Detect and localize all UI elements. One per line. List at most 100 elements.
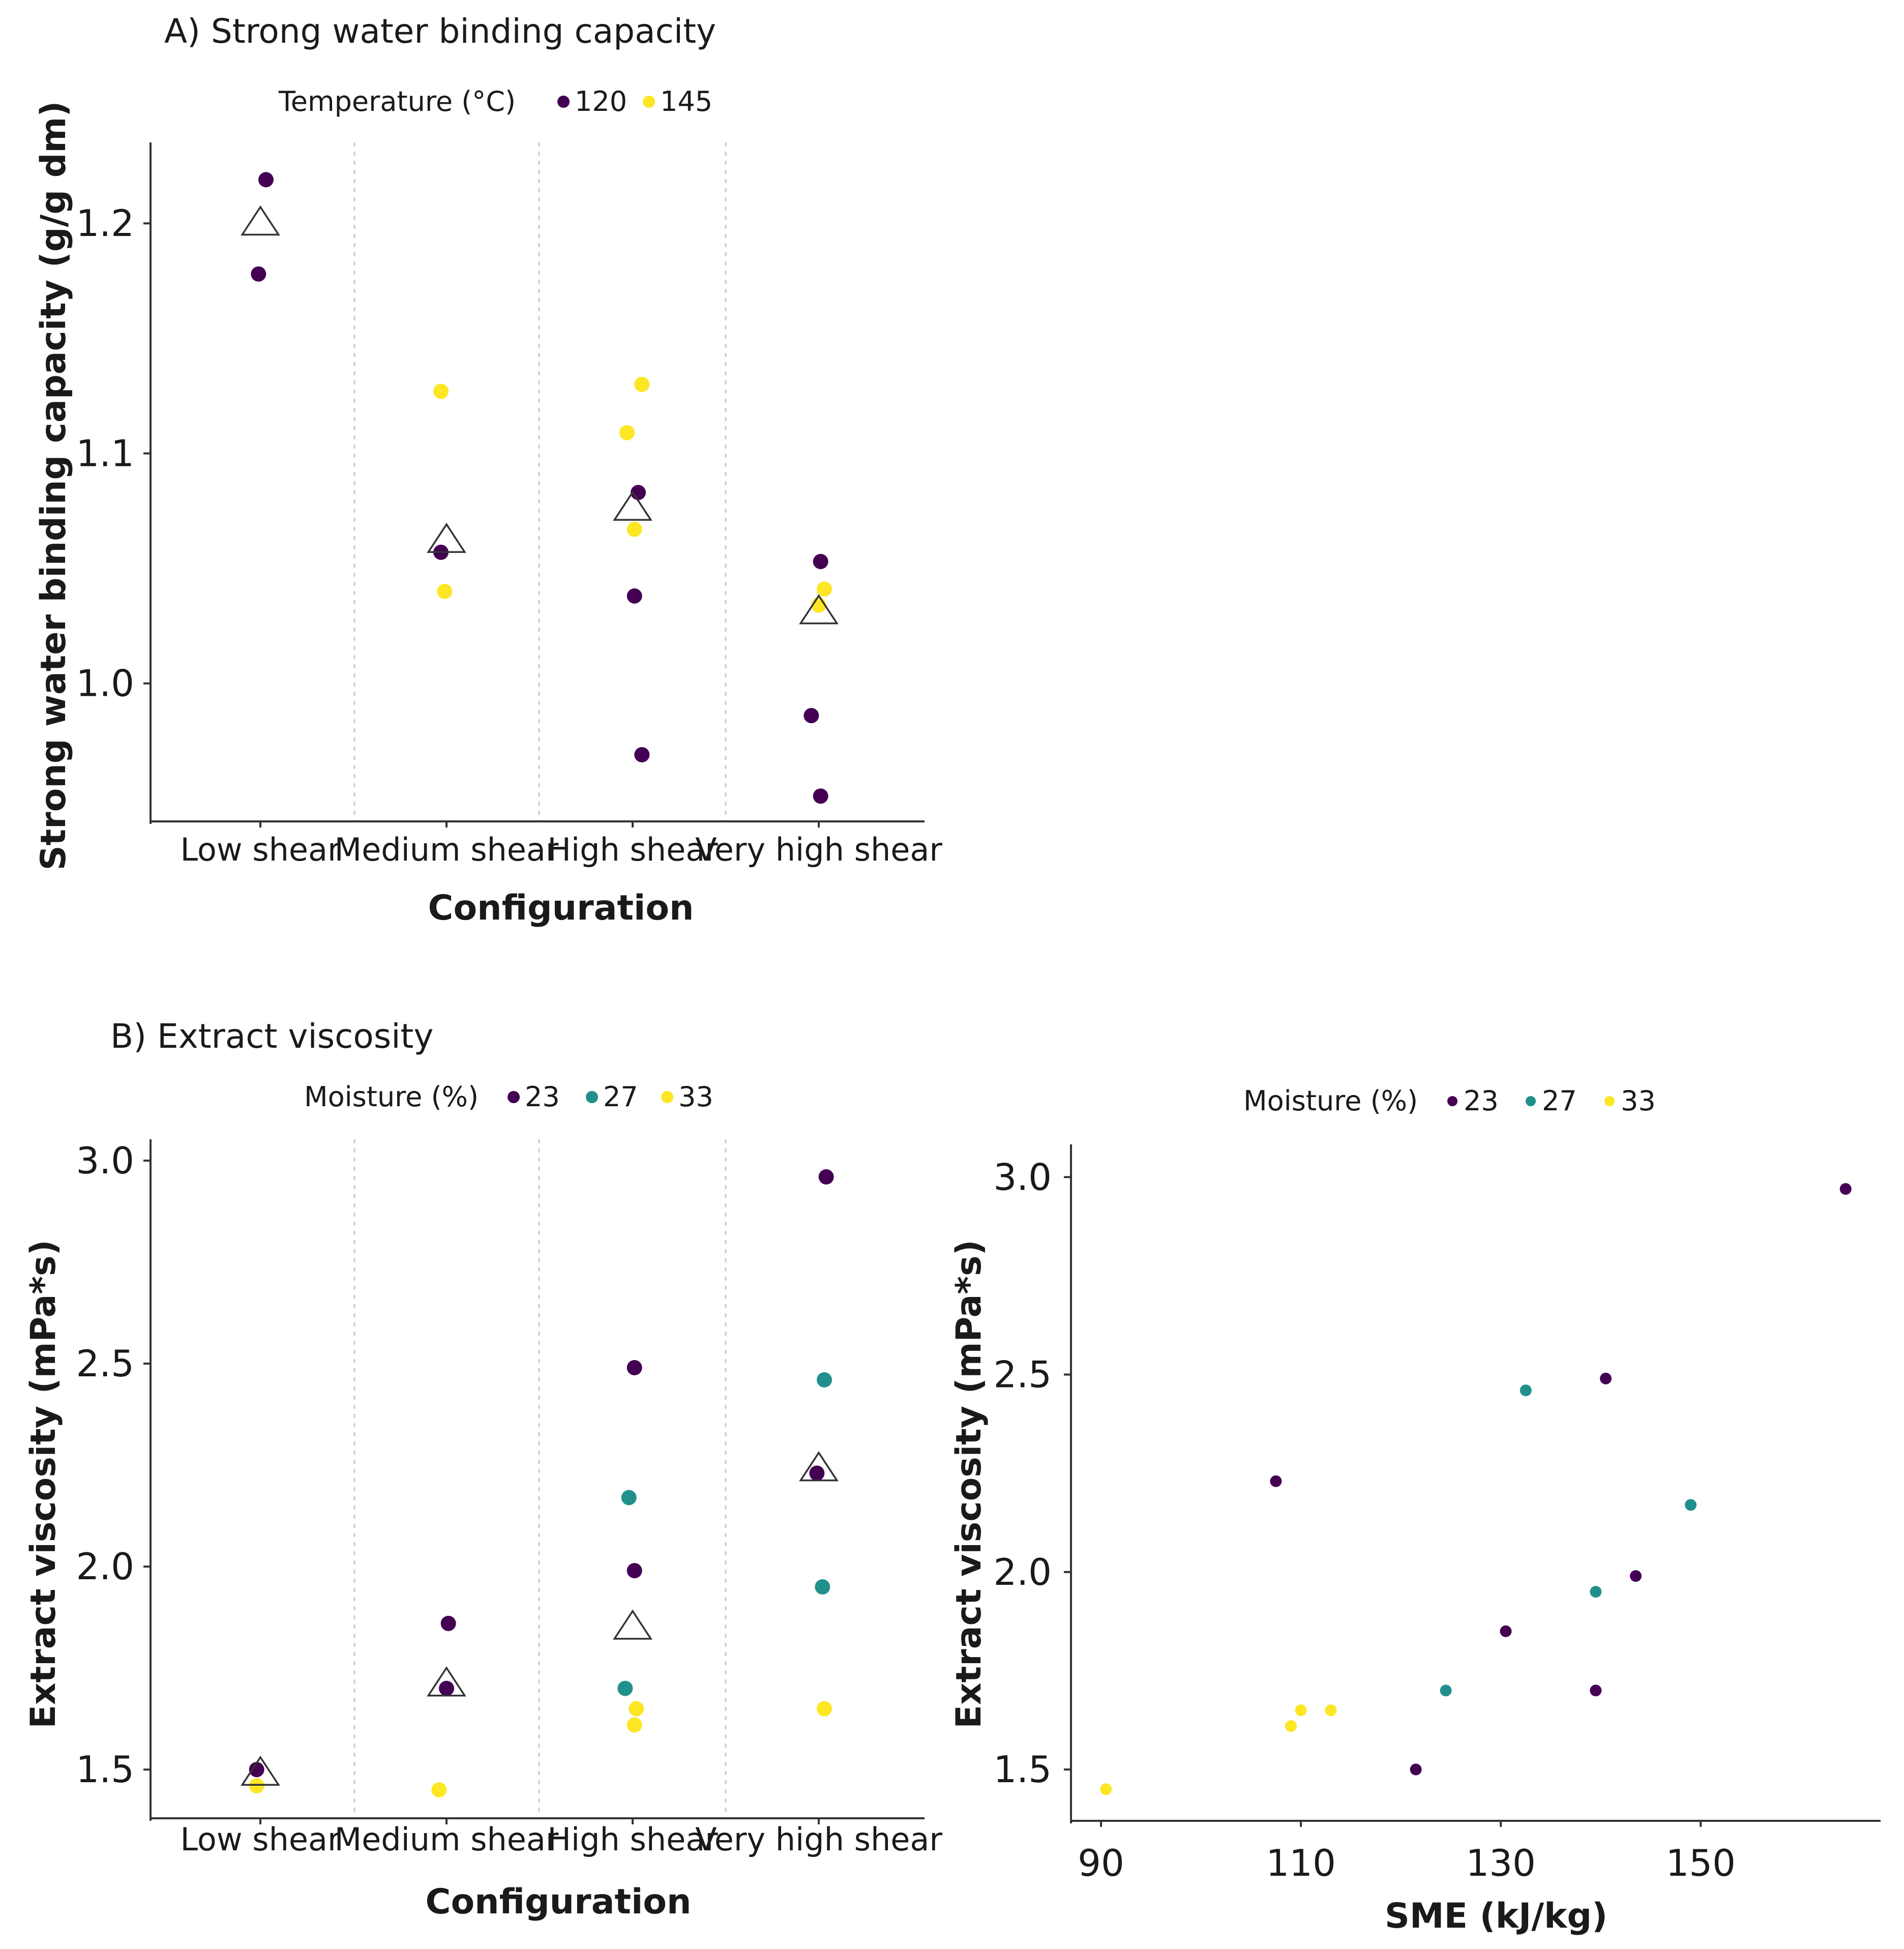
panelA-legend-label-145: 145 [660,85,712,117]
panelB1-point-33 [629,1701,644,1717]
panelB1-point-23 [627,1563,642,1579]
panelA-category-label: High shear [547,831,718,868]
panelB1-legend-marker-27 [586,1091,598,1103]
panelA-category-label: Medium shear [335,831,559,868]
panelB1-legend-marker-23 [508,1091,520,1103]
panelB1-point-27 [617,1680,633,1696]
panelB2-point-23 [1839,1183,1852,1195]
panelA-y-tick-label: 1.0 [76,662,134,705]
panelB1-point-23 [627,1360,642,1376]
panelB2-legend-marker-27 [1526,1096,1536,1106]
panelB2: Moisture (%) 23 27 33 1.5 2.0 2.5 3.0 Extract vi… [949,1085,1881,1936]
panelB1-point-23 [439,1680,454,1696]
panelB2-legend-label-27: 27 [1542,1085,1577,1117]
panelA-legend-title: Temperature (°C) [278,85,516,117]
panelB1-point-23 [440,1615,456,1631]
panelB1-point-27 [816,1372,832,1387]
panelB2-legend-title: Moisture (%) [1243,1085,1418,1117]
panelB1-point-33 [816,1701,832,1717]
panelA-point-145 [816,581,832,597]
panelB1-legend-title: Moisture (%) [304,1081,479,1113]
panelA-category-label: Low shear [180,831,341,868]
panelA-x-axis-title: Configuration [428,888,694,928]
panelB2-x-tick-label: 130 [1466,1842,1535,1884]
panelB1-mean-marker [799,1451,839,1482]
panelB1-category-label: High shear [547,1821,718,1858]
panelA-mean-marker [799,594,839,625]
panelA-point-145 [433,383,449,399]
panelB2-point-27 [1440,1685,1452,1697]
panelA-point-120 [627,588,642,604]
panelB2-point-27 [1590,1586,1602,1598]
panelA: A) Strong water binding capacity Temperat… [34,12,942,928]
panelA-title: A) Strong water binding capacity [164,12,716,51]
panelB2-point-33 [1295,1704,1307,1717]
panelB2-point-23 [1500,1625,1512,1637]
panelB2-point-23 [1629,1570,1642,1582]
panelA-legend-marker-120 [557,96,570,108]
panelB1-point-27 [815,1579,830,1595]
panelB1-y-axis-title: Extract viscosity (mPa*s) [23,1239,64,1728]
panelB2-point-23 [1590,1685,1602,1697]
panelB2-point-33 [1100,1783,1112,1795]
panelB2-x-tick-label: 90 [1078,1842,1124,1884]
panelB1-category-label: Very high shear [695,1821,942,1858]
panelB1-point-23 [809,1465,825,1481]
panelA-y-tick-label: 1.1 [76,432,134,475]
panelA-y-axis-title: Strong water binding capacity (g/g dm) [34,101,74,871]
panelB2-legend-label-33: 33 [1621,1085,1656,1117]
panelB2-legend-marker-23 [1447,1096,1457,1106]
panelA-point-145 [634,376,650,392]
panelB1-point-27 [621,1490,637,1505]
panelB2-y-tick-label: 3.0 [993,1156,1052,1198]
panelB2-x-tick-label: 110 [1266,1842,1335,1884]
panelB2-point-33 [1325,1704,1337,1717]
panelB2-point-23 [1600,1372,1612,1384]
panelB1-category-label: Medium shear [335,1821,559,1858]
panelB1-legend-label-33: 33 [678,1081,713,1113]
panelB1-legend-label-27: 27 [603,1081,638,1113]
panelA-point-120 [804,707,819,723]
panelB1-legend-marker-33 [661,1091,673,1103]
panelB1-category-label: Low shear [180,1821,341,1858]
panelB1-mean-marker [427,1666,466,1697]
panelB1-mean-marker [241,1755,280,1786]
panelB2-y-tick-label: 2.5 [993,1353,1052,1396]
panelA-point-120 [251,266,266,282]
panelB2-point-23 [1270,1475,1282,1487]
panelB2-x-tick-label: 150 [1666,1842,1736,1884]
panelB2-y-tick-label: 2.0 [993,1551,1052,1593]
panelB1-y-tick-label: 2.5 [76,1342,134,1385]
panelB1-y-tick-label: 2.0 [76,1545,134,1588]
panelB1-point-33 [249,1778,264,1794]
panelB1-y-tick-label: 3.0 [76,1139,134,1182]
panelA-y-tick-label: 1.2 [76,202,134,245]
panelA-point-145 [437,583,453,599]
panelB2-point-23 [1410,1763,1422,1776]
panelA-point-120 [258,172,274,188]
panelA-legend-marker-145 [643,96,655,108]
panelA-point-145 [619,425,635,440]
panelB2-x-axis-title: SME (kJ/kg) [1385,1896,1608,1936]
panelB2-legend-label-23: 23 [1464,1085,1499,1117]
panelA-point-120 [813,788,828,804]
panelB2-y-tick-label: 1.5 [993,1748,1052,1791]
panelA-mean-marker [241,205,280,236]
panelB2-legend-marker-33 [1604,1096,1615,1106]
panelA-category-label: Very high shear [695,831,942,868]
panelB1-x-axis-title: Configuration [426,1882,692,1922]
panelB1-point-23 [818,1169,834,1185]
panelB2-point-27 [1685,1499,1697,1511]
panelA-legend-label-120: 120 [575,85,627,117]
panelB1: B) Extract viscosity Moisture (%) 23 27 33 1.… [23,1017,942,1922]
panelB1-point-33 [431,1782,447,1798]
panelA-mean-marker [427,522,466,553]
panelA-mean-marker [613,490,652,521]
panelA-point-120 [634,747,650,762]
panelB2-y-axis-title: Extract viscosity (mPa*s) [949,1239,989,1728]
panelB1-title: B) Extract viscosity [110,1017,433,1056]
panelB1-legend-label-23: 23 [525,1081,560,1113]
panelA-point-145 [627,521,642,537]
panelA-point-120 [813,553,828,569]
